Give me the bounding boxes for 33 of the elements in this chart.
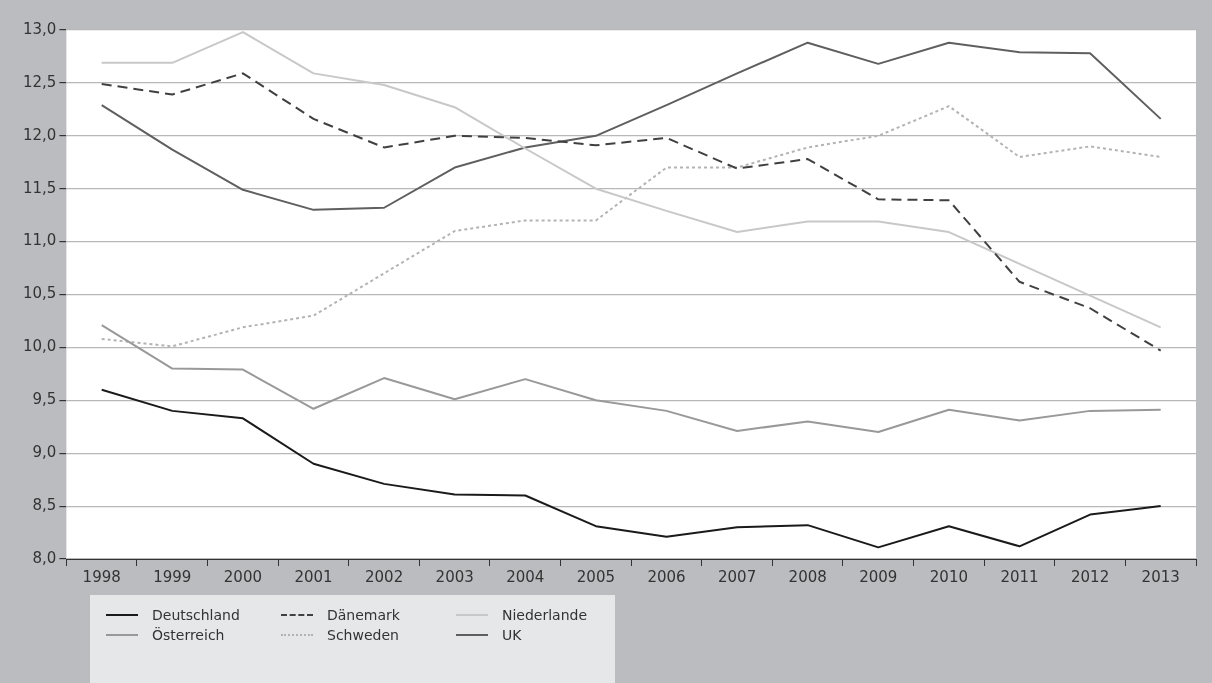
y-tick-label: 9,0 bbox=[32, 443, 57, 462]
x-tick-label: 2013 bbox=[1141, 567, 1180, 586]
legend-label: Deutschland bbox=[152, 607, 240, 623]
y-tick-label: 9,5 bbox=[32, 390, 57, 409]
y-tick-label: 12,0 bbox=[22, 125, 57, 144]
x-tick-label: 2007 bbox=[718, 567, 757, 586]
legend-label: UK bbox=[502, 627, 522, 643]
legend-label: Niederlande bbox=[502, 607, 588, 623]
y-tick-label: 11,5 bbox=[22, 178, 57, 197]
legend-label: Schweden bbox=[327, 627, 399, 643]
legend-label: Dänemark bbox=[327, 607, 400, 623]
x-tick-label: 2010 bbox=[929, 567, 968, 586]
y-tick-label: 13,0 bbox=[22, 19, 57, 38]
y-tick-label: 8,5 bbox=[32, 495, 57, 514]
x-tick-label: 2003 bbox=[435, 567, 474, 586]
y-tick-label: 10,5 bbox=[22, 284, 57, 303]
x-tick-label: 2004 bbox=[506, 567, 545, 586]
y-tick-label: 10,0 bbox=[22, 337, 57, 356]
y-tick-label: 12,5 bbox=[22, 72, 57, 91]
x-tick-label: 1999 bbox=[153, 567, 192, 586]
x-tick-label: 1998 bbox=[82, 567, 121, 586]
x-tick-label: 2009 bbox=[859, 567, 898, 586]
x-tick-label: 2012 bbox=[1071, 567, 1110, 586]
x-tick-label: 2001 bbox=[294, 567, 333, 586]
x-tick-label: 2006 bbox=[647, 567, 686, 586]
y-tick-label: 11,0 bbox=[22, 231, 57, 250]
x-tick-label: 2008 bbox=[788, 567, 827, 586]
legend-label: Österreich bbox=[152, 627, 225, 643]
x-tick-label: 2000 bbox=[223, 567, 262, 586]
x-tick-label: 2005 bbox=[576, 567, 615, 586]
y-tick-label: 8,0 bbox=[32, 548, 57, 567]
x-tick-label: 2002 bbox=[365, 567, 404, 586]
x-tick-label: 2011 bbox=[1000, 567, 1039, 586]
